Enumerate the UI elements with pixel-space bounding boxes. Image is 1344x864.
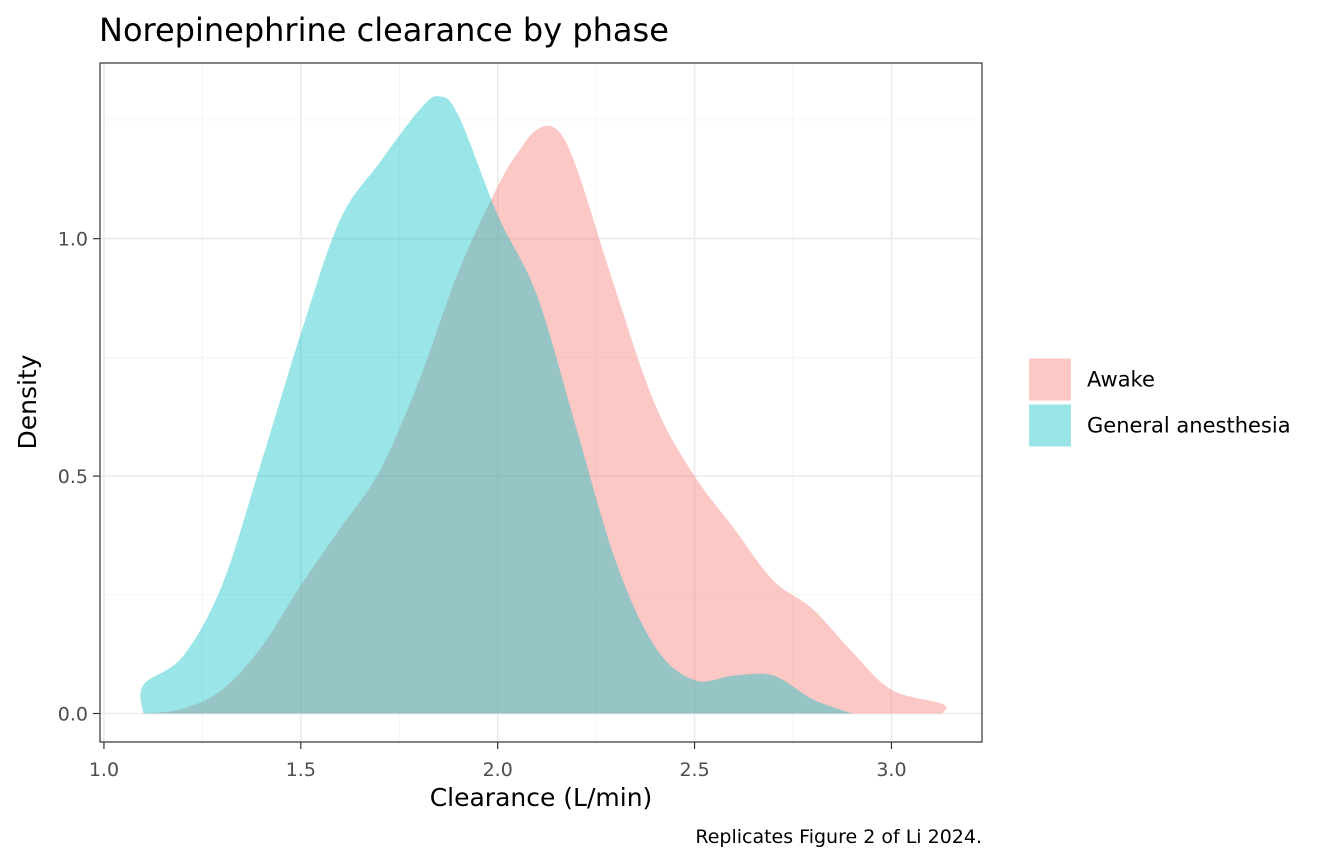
legend: Awake General anesthesia: [1029, 358, 1291, 447]
grid-lines: [100, 63, 982, 742]
x-axis: 1.0 1.5 2.0 2.5 3.0: [89, 742, 907, 781]
density-area-1: [140, 96, 853, 714]
x-tick-label: 2.0: [483, 759, 513, 781]
y-axis: 0.0 0.5 1.0: [58, 229, 100, 726]
chart-caption: Replicates Figure 2 of Li 2024.: [695, 826, 982, 848]
plot-area: [99, 62, 983, 743]
y-axis-title: Density: [13, 354, 42, 449]
plot-background: [100, 63, 982, 742]
density-series: [140, 96, 947, 714]
y-tick-label: 0.5: [58, 466, 88, 488]
x-tick-label: 1.0: [89, 759, 119, 781]
y-tick-label: 0.0: [58, 704, 88, 726]
legend-key-1: [1029, 404, 1071, 447]
x-axis-title: Clearance (L/min): [430, 783, 653, 812]
legend-key-0: [1029, 358, 1071, 401]
legend-label-1: General anesthesia: [1087, 414, 1291, 438]
x-tick-label: 1.5: [286, 759, 316, 781]
plot-border: [99, 62, 983, 743]
density-area-0: [143, 125, 947, 714]
x-tick-label: 3.0: [876, 759, 906, 781]
chart-title: Norepinephrine clearance by phase: [99, 11, 669, 49]
x-tick-label: 2.5: [679, 759, 709, 781]
y-tick-label: 1.0: [58, 229, 88, 251]
legend-label-0: Awake: [1087, 368, 1155, 392]
